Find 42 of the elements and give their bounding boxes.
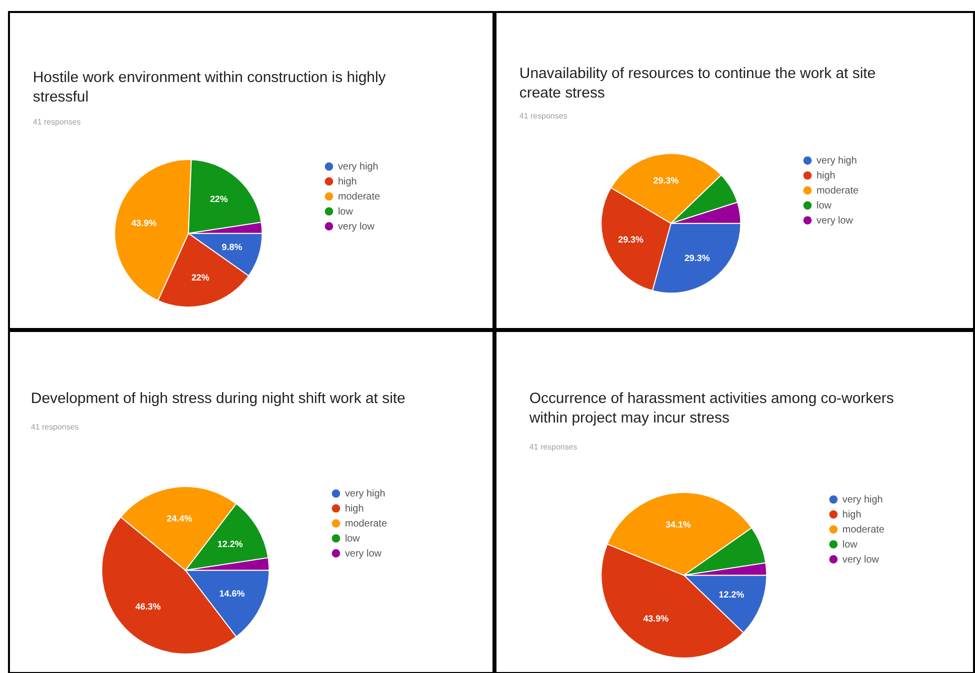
legend-label: high — [338, 176, 357, 188]
legend-label: very high — [842, 494, 883, 506]
data-label: 46.3% — [135, 601, 161, 612]
chart-subtitle: 41 responses — [529, 442, 578, 452]
data-label: 12.2% — [217, 538, 243, 549]
chart-subtitle: 41 responses — [30, 422, 79, 432]
legend-label: low — [344, 533, 361, 544]
legend-label: very low — [816, 215, 854, 226]
legend-label: very low — [344, 548, 382, 560]
data-label: 29.3% — [653, 175, 679, 186]
legend-label: very low — [338, 221, 376, 232]
legend-label: high — [816, 170, 836, 182]
legend-label: very high — [816, 156, 857, 167]
legend-label: moderate — [842, 524, 885, 536]
legend-label: moderate — [344, 518, 388, 530]
chart-title: Hostile work environment within construction is highly stressful — [32, 68, 386, 106]
data-label: 14.6% — [219, 588, 245, 598]
chart-title: Development of high stress during night shift work at site — [30, 390, 406, 407]
legend-label: low — [816, 200, 832, 212]
legend-label: low — [338, 206, 354, 218]
legend-label: very high — [338, 162, 378, 173]
legend-label: very high — [344, 488, 386, 500]
data-label: 9.8% — [222, 242, 242, 252]
data-label: 43.9% — [131, 218, 157, 228]
data-label: 24.4% — [166, 514, 192, 524]
data-label: 29.3% — [618, 234, 644, 245]
data-label: 34.1% — [665, 519, 691, 530]
legend-label: high — [842, 509, 862, 520]
chart-subtitle: 41 responses — [32, 118, 81, 127]
legend-label: moderate — [338, 191, 380, 202]
data-label: 29.3% — [684, 252, 710, 263]
chart-title: Unavailability of resources to continue the work at site create stress — [519, 64, 876, 102]
legend-label: moderate — [816, 185, 859, 196]
legend-label: low — [842, 539, 858, 550]
data-label: 43.9% — [643, 613, 669, 624]
data-label: 12.2% — [718, 589, 744, 600]
data-label: 22% — [191, 272, 210, 282]
data-label: 22% — [210, 194, 228, 204]
legend-label: high — [344, 503, 364, 514]
chart-subtitle: 41 responses — [519, 112, 568, 121]
chart-title: Occurrence of harassment activities among co-workers within project may incur stress — [528, 390, 894, 427]
legend-label: very low — [842, 554, 880, 566]
